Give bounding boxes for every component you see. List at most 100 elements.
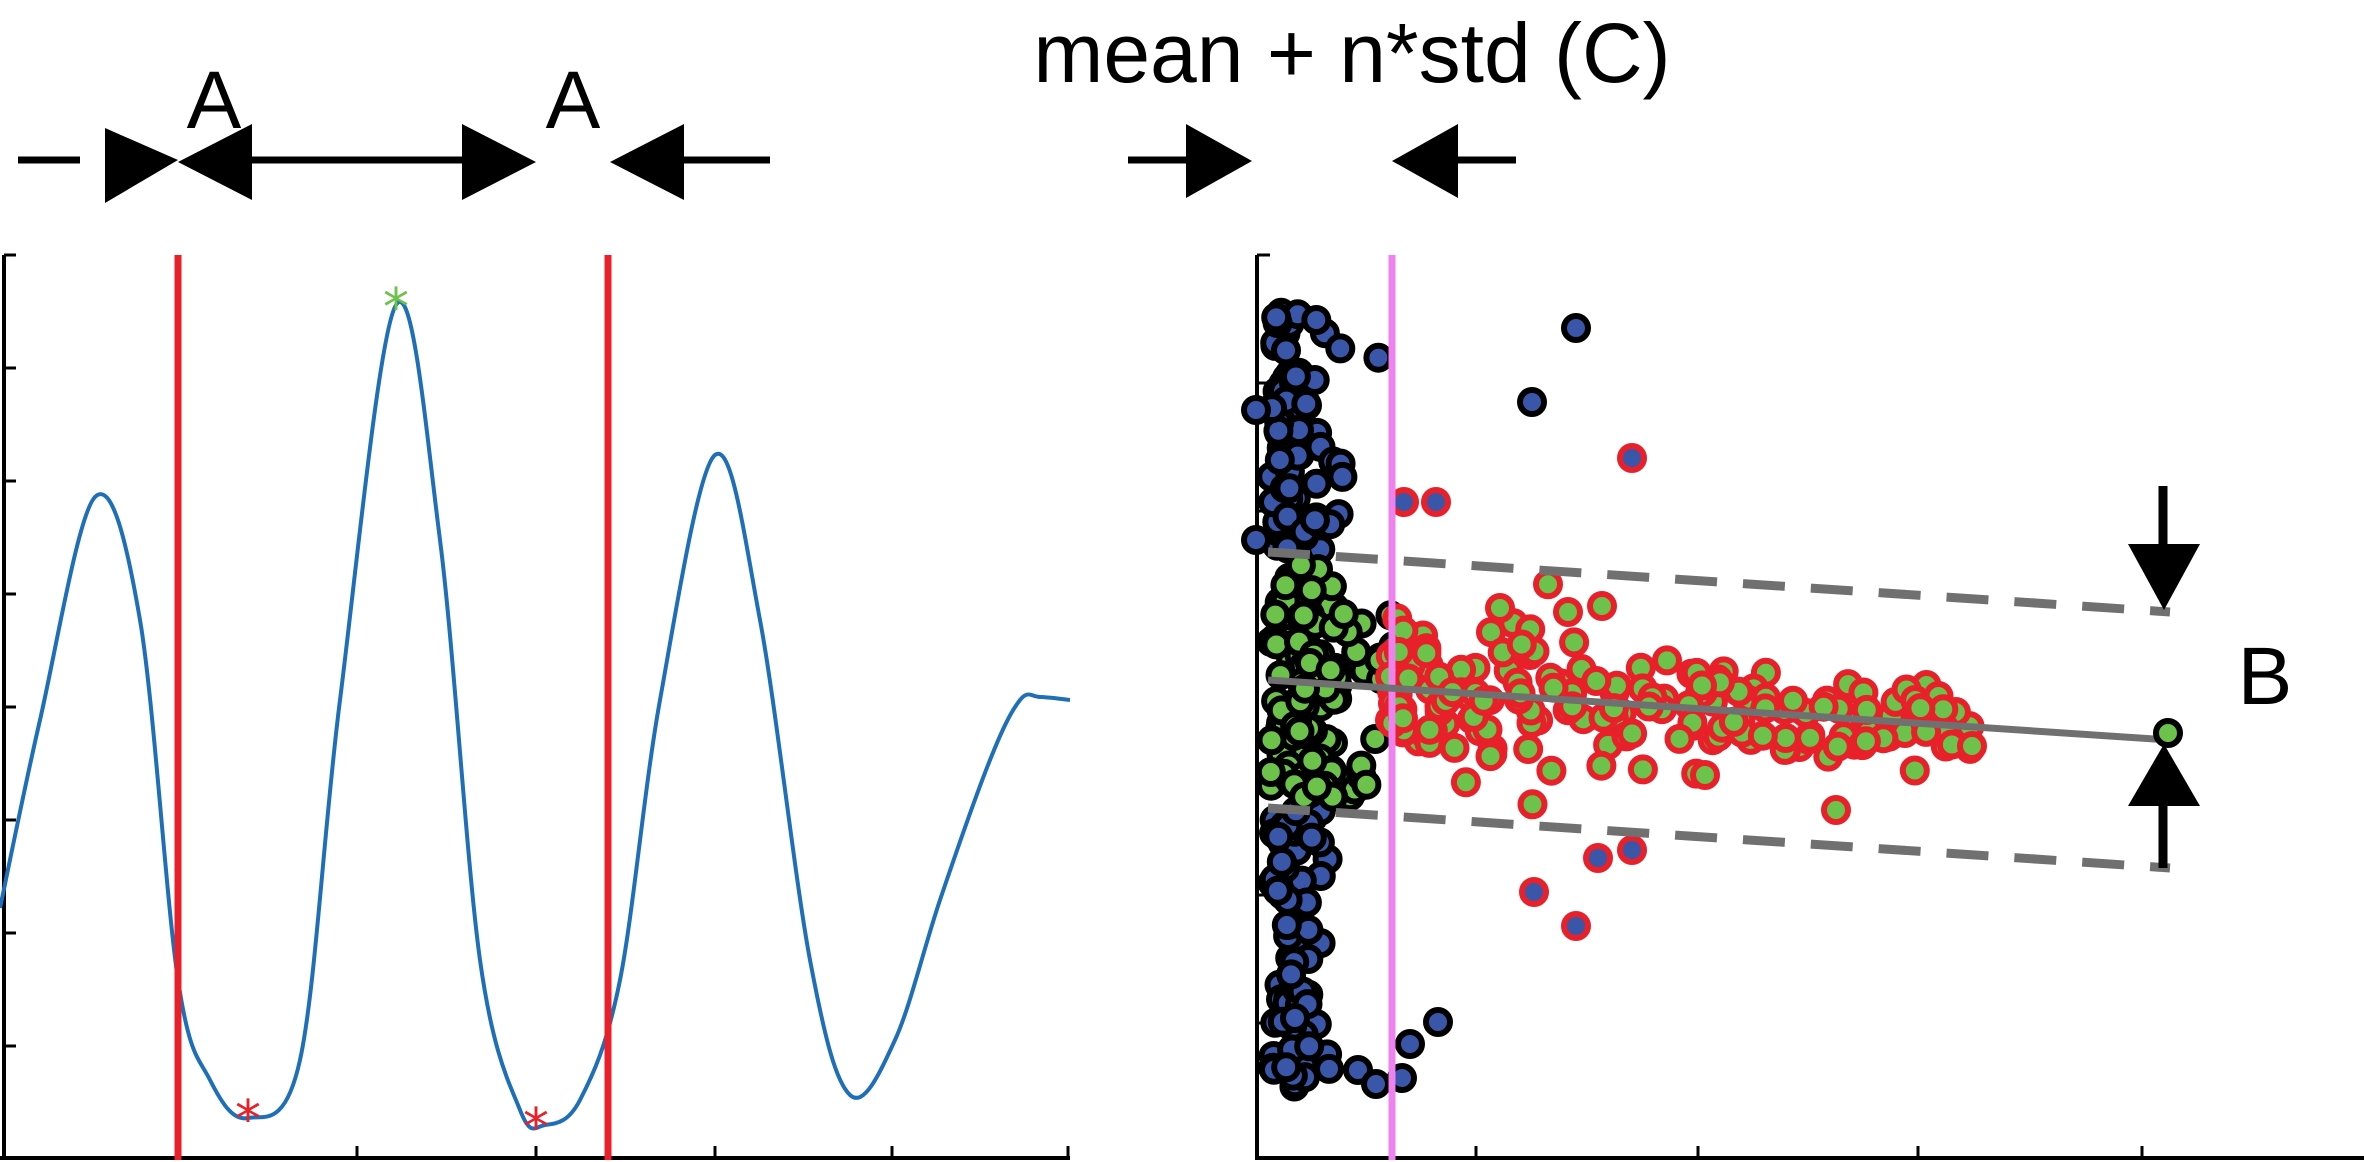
arrow-left-1 [178,124,252,200]
green-red-edge-point [1536,755,1567,786]
blue-outlier-point [1517,387,1547,417]
trough-marker-2: * [523,1098,549,1158]
blue-point [1301,468,1332,499]
green-red-edge-point [1587,591,1617,621]
green-red-edge-point [1778,685,1808,716]
peak-marker: * [383,278,409,338]
scatter-blue-black-edge [1241,297,1591,1102]
green-red-edge-point [1485,593,1515,623]
blue-point [1271,335,1301,366]
green-point [1260,599,1291,630]
blue-point [1294,1031,1325,1062]
arrow-left-2 [610,124,684,200]
blue-point [1274,473,1305,504]
fit-end-point [2153,718,2183,748]
blue-point [1301,305,1332,335]
green-point [1256,725,1287,756]
right-x-ticks [1474,1146,2144,1158]
green-red-edge-point [1690,760,1720,790]
blue-point [1280,361,1311,392]
blue-point [1266,846,1297,877]
blue-point [1271,1052,1302,1083]
green-red-edge-point [1450,767,1481,798]
upper-dashed-band [1267,547,2171,617]
blue-point [1271,910,1302,940]
scatter-blue-red-edge [1389,443,1647,941]
green-point [1288,600,1319,631]
blue-point [1280,1003,1310,1033]
green-red-edge-point [1957,731,1987,761]
green-point [1270,570,1301,601]
green-point [1328,599,1359,629]
green-red-edge-point [1747,720,1778,751]
label-a-left: A [187,55,242,146]
trough-marker-1: * [235,1090,261,1150]
blue-point [1264,445,1295,475]
blue-point [1363,342,1394,373]
blue-red-edge-point [1421,487,1451,517]
b-arrow-down [2128,544,2200,610]
green-red-edge-point [1475,741,1506,772]
blue-point [1261,302,1292,333]
blue-point [1314,1053,1344,1084]
c-arrow-left [1392,124,1458,198]
green-red-edge-point [1627,754,1658,785]
blue-point [1296,822,1327,853]
green-red-edge-point [1905,693,1936,724]
green-red-edge-point [1652,645,1682,676]
blue-point [1327,461,1358,492]
blue-red-edge-point [1617,443,1647,473]
blue-red-edge-point [1389,487,1419,517]
blue-outlier-point [1241,525,1271,555]
label-a-right: A [546,55,601,146]
blue-point [1299,505,1330,536]
blue-point [1262,875,1293,906]
a-annotations: A A [18,55,770,203]
green-red-edge-point [1414,714,1445,745]
green-red-edge-point [1822,731,1853,762]
blue-outlier-point [1361,1069,1391,1099]
arrow-right-2 [462,124,536,200]
green-red-edge-point [1664,723,1695,754]
green-red-edge-point [1553,597,1583,627]
green-red-edge-point [1581,666,1612,696]
green-red-edge-point [1687,670,1717,701]
green-point [1255,757,1286,787]
signal-waveform [0,300,1070,1131]
b-arrow-up [2128,744,2200,806]
blue-point [1263,821,1294,852]
green-red-edge-point [1586,750,1617,781]
green-point [1297,745,1328,776]
green-red-edge-point [1795,722,1826,753]
green-red-edge-point [1850,726,1881,757]
green-point [1284,716,1315,747]
green-red-edge-point [1559,627,1590,658]
green-point [1351,769,1382,800]
label-b: B [2238,631,2293,722]
green-red-edge-point [1439,732,1470,763]
blue-point [1291,388,1322,419]
blue-red-edge-point [1583,843,1613,873]
label-c: mean + n*std (C) [1033,6,1670,100]
left-y-ticks [4,253,16,1048]
green-point [1315,655,1346,686]
green-red-edge-point [1517,789,1548,820]
green-point [1296,575,1327,606]
fit-line [1267,676,2171,744]
blue-outlier-point [1395,1029,1425,1059]
blue-outlier-point [1423,1007,1453,1037]
lower-dashed-band [1267,803,2171,873]
green-red-edge-point [1821,795,1851,825]
scatter-green-red-edge [1375,569,1987,825]
right-scatter-panel: B [1241,253,2364,1160]
blue-red-edge-point [1561,911,1591,941]
green-red-edge-point [1411,638,1442,669]
c-annotation: mean + n*std (C) [1033,6,1671,198]
green-red-edge-point [1533,569,1563,600]
green-red-edge-point [1617,718,1648,749]
blue-outlier-point [1561,313,1591,343]
scatter-green-black-edge [1255,550,1409,812]
blue-red-edge-point [1519,877,1549,907]
green-point [1301,771,1332,802]
